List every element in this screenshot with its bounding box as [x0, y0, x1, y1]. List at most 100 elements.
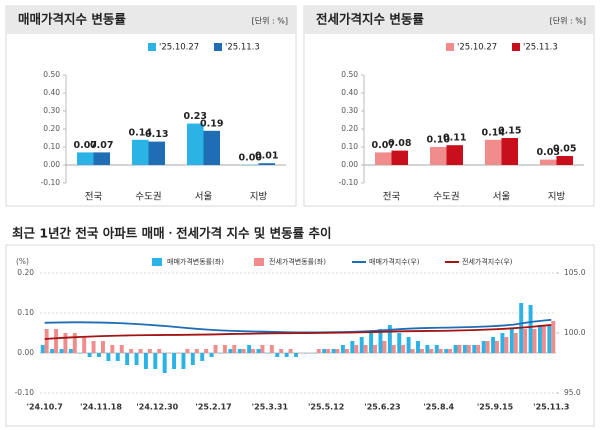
bar	[331, 349, 336, 353]
bar	[147, 349, 152, 353]
bar	[359, 337, 364, 353]
bar	[294, 353, 298, 357]
y-tick-label: 0.10	[43, 142, 60, 151]
bar	[82, 337, 87, 353]
bar	[446, 145, 463, 165]
bar	[247, 345, 252, 353]
legend-label: '25.10.27	[457, 43, 497, 53]
bar	[537, 325, 542, 353]
bar	[181, 353, 186, 369]
bar	[500, 333, 505, 353]
bar	[242, 165, 259, 166]
value-label: 0.15	[498, 126, 521, 137]
x-tick-label: 전국	[383, 192, 401, 203]
bar	[419, 349, 424, 353]
bar	[148, 141, 165, 165]
bar	[176, 353, 180, 354]
bar	[241, 349, 246, 353]
bar	[476, 345, 481, 353]
bar	[340, 345, 345, 353]
bar	[251, 349, 256, 353]
chart-title: 전세가격지수 변동률	[316, 12, 424, 27]
value-label: 0.23	[184, 111, 207, 122]
bar	[59, 349, 64, 353]
x-tick-label: 서울	[493, 192, 511, 203]
bar	[203, 130, 220, 165]
y-tick-label: 0.50	[43, 70, 60, 79]
y-tick-label: 0.10	[341, 142, 358, 151]
y-tick-label: 0.10	[17, 308, 34, 317]
bar	[237, 349, 242, 353]
bar	[265, 353, 270, 354]
y-tick-label: 0.20	[17, 268, 34, 277]
value-label: 0.19	[200, 118, 223, 129]
bar	[185, 349, 190, 353]
y-tick-label: 0.20	[341, 124, 358, 133]
legend-label: 매매가격지수(우)	[369, 257, 420, 266]
bar	[256, 349, 261, 353]
bar	[298, 353, 302, 354]
y-tick-label: 0.30	[341, 106, 358, 115]
bar	[222, 345, 227, 353]
x-tick-label: '24.10.7	[27, 403, 63, 412]
y2-tick-label: 95.0	[564, 388, 581, 397]
bar	[258, 163, 275, 165]
legend-label: 매매가격변동률(좌)	[167, 257, 224, 266]
bar	[491, 337, 496, 353]
bar	[204, 349, 209, 353]
bar	[100, 341, 105, 353]
x-tick-label: '25.3.31	[252, 403, 289, 412]
y-axis-label: (%)	[16, 257, 29, 266]
panel-left-header	[6, 6, 296, 34]
bar	[453, 345, 458, 353]
bar	[200, 353, 205, 361]
value-label: 0.03	[537, 147, 560, 158]
bar	[172, 353, 177, 369]
value-label: 0.10	[427, 135, 451, 146]
bar	[110, 345, 115, 353]
index-line	[44, 323, 552, 340]
bar	[72, 333, 77, 353]
bar	[269, 345, 274, 353]
value-label: 0.07	[90, 140, 113, 151]
bar	[504, 337, 509, 353]
bar	[91, 341, 96, 353]
value-label: 0.08	[388, 138, 412, 149]
bar	[132, 139, 149, 165]
x-tick-label: '25.2.17	[195, 403, 231, 412]
x-tick-label: '25.8.4	[423, 403, 454, 412]
bar	[466, 345, 471, 353]
bar	[541, 325, 546, 353]
bar	[50, 349, 55, 353]
bar	[312, 353, 317, 354]
bar	[363, 345, 368, 353]
bar	[416, 341, 420, 353]
bar	[354, 345, 359, 353]
bar	[495, 341, 499, 353]
bar	[444, 349, 449, 353]
bar	[228, 349, 233, 353]
bar	[556, 156, 573, 165]
y-tick-label: -0.10	[15, 388, 35, 397]
bar	[430, 147, 447, 165]
bar	[316, 349, 321, 353]
bar	[532, 329, 537, 353]
bar	[77, 152, 94, 165]
bar	[288, 349, 293, 353]
legend-swatch	[148, 43, 156, 51]
legend-label: '25.11.3	[523, 43, 558, 53]
bar	[125, 353, 130, 365]
y-tick-label: 0.00	[43, 160, 60, 169]
y-tick-label: 0.00	[17, 348, 34, 357]
bar	[93, 152, 110, 165]
bar	[485, 341, 490, 353]
value-label: 0.05	[553, 144, 576, 155]
bar	[335, 349, 340, 353]
bar	[78, 353, 83, 354]
x-tick-label: 서울	[195, 192, 213, 203]
bar	[87, 353, 92, 357]
bar	[106, 353, 111, 361]
bar	[540, 159, 557, 165]
y-tick-label: 0.30	[43, 106, 60, 115]
